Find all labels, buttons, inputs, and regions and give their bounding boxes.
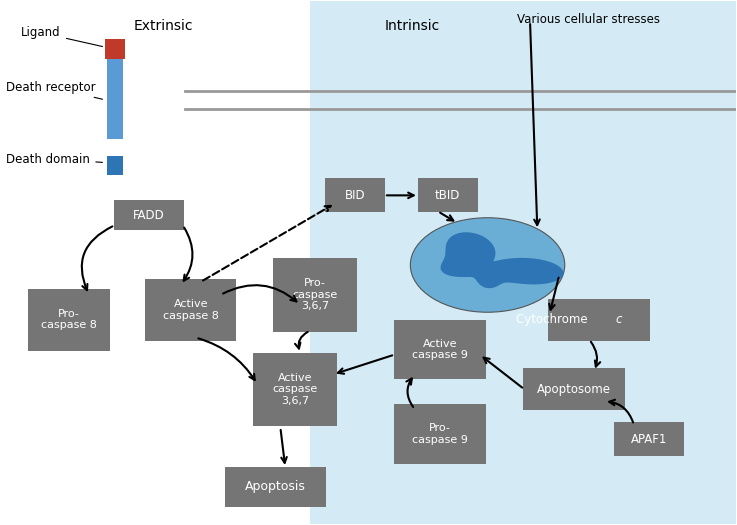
Text: Active
caspase 9: Active caspase 9 [412,339,468,360]
Bar [310,2,736,523]
Ellipse shape [411,218,565,312]
Text: tBID: tBID [435,189,461,202]
Text: FADD: FADD [133,209,164,222]
FancyBboxPatch shape [105,39,125,59]
FancyBboxPatch shape [145,279,237,341]
Text: Cytochrome c: Cytochrome c [558,313,640,326]
Text: c: c [616,313,622,326]
Text: Active
caspase
3,6,7: Active caspase 3,6,7 [273,373,318,406]
Text: Intrinsic: Intrinsic [385,19,440,33]
Polygon shape [441,232,564,288]
Text: Various cellular stresses: Various cellular stresses [517,13,660,26]
Text: Ligand: Ligand [21,26,102,47]
FancyBboxPatch shape [614,422,684,456]
Text: Death domain: Death domain [7,153,102,165]
Text: Pro-
caspase 8: Pro- caspase 8 [41,309,97,331]
FancyBboxPatch shape [394,320,486,380]
Text: Death receptor: Death receptor [7,81,102,99]
Text: BID: BID [345,189,366,202]
Text: Extrinsic: Extrinsic [133,19,192,33]
FancyBboxPatch shape [523,369,625,410]
FancyBboxPatch shape [394,404,486,464]
FancyBboxPatch shape [548,299,650,341]
FancyBboxPatch shape [325,178,385,212]
FancyBboxPatch shape [548,299,650,341]
Bar [107,155,123,175]
Text: Apoptosome: Apoptosome [537,383,611,396]
Bar [107,59,123,139]
FancyBboxPatch shape [254,352,337,426]
Text: Apoptosis: Apoptosis [245,480,306,493]
FancyBboxPatch shape [225,467,326,507]
FancyBboxPatch shape [28,289,110,351]
Text: Pro-
caspase 9: Pro- caspase 9 [412,423,468,445]
FancyBboxPatch shape [114,201,184,230]
FancyBboxPatch shape [418,178,478,212]
Text: Active
caspase 8: Active caspase 8 [163,299,219,321]
Text: Pro-
caspase
3,6,7: Pro- caspase 3,6,7 [293,278,338,311]
FancyBboxPatch shape [273,258,357,332]
Text: APAF1: APAF1 [631,433,667,446]
Text: Cytochrome: Cytochrome [516,313,591,326]
